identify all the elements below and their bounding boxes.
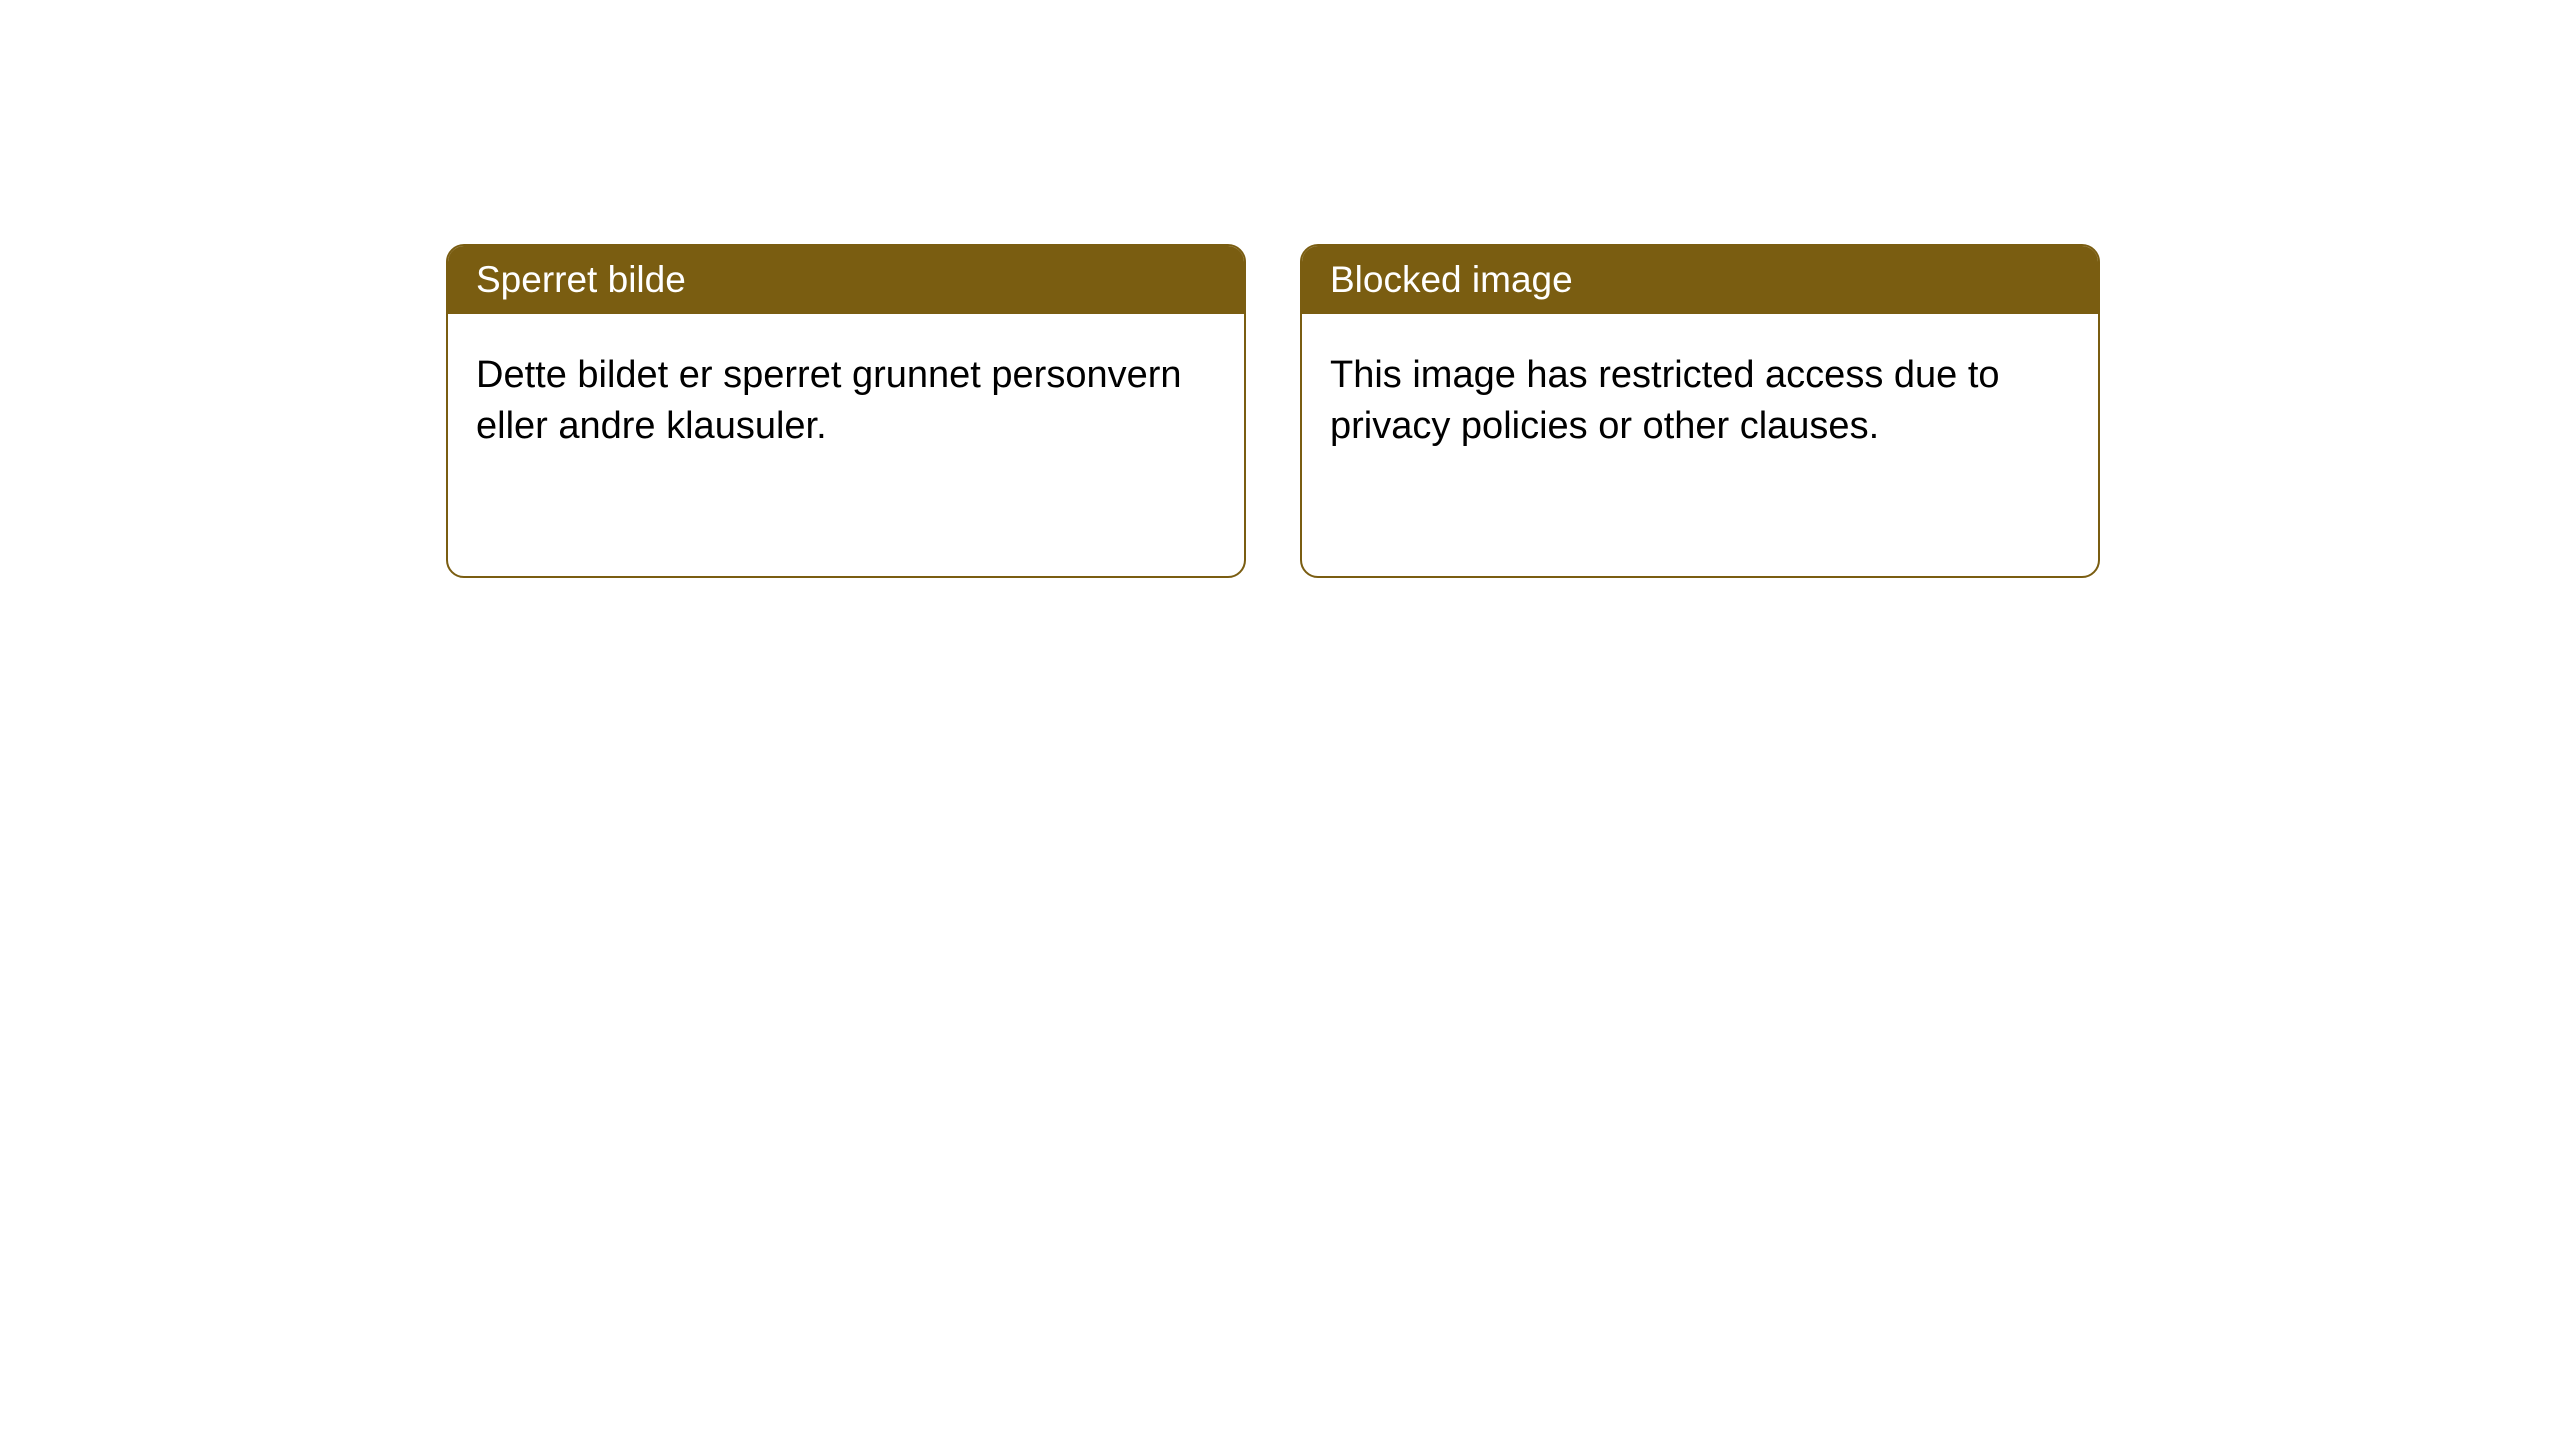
notice-box-norwegian: Sperret bilde Dette bildet er sperret gr…: [446, 244, 1246, 578]
notice-body: This image has restricted access due to …: [1302, 314, 2098, 489]
notice-box-english: Blocked image This image has restricted …: [1300, 244, 2100, 578]
notice-title: Sperret bilde: [448, 246, 1244, 314]
notice-container: Sperret bilde Dette bildet er sperret gr…: [0, 0, 2560, 578]
notice-body: Dette bildet er sperret grunnet personve…: [448, 314, 1244, 489]
notice-title: Blocked image: [1302, 246, 2098, 314]
